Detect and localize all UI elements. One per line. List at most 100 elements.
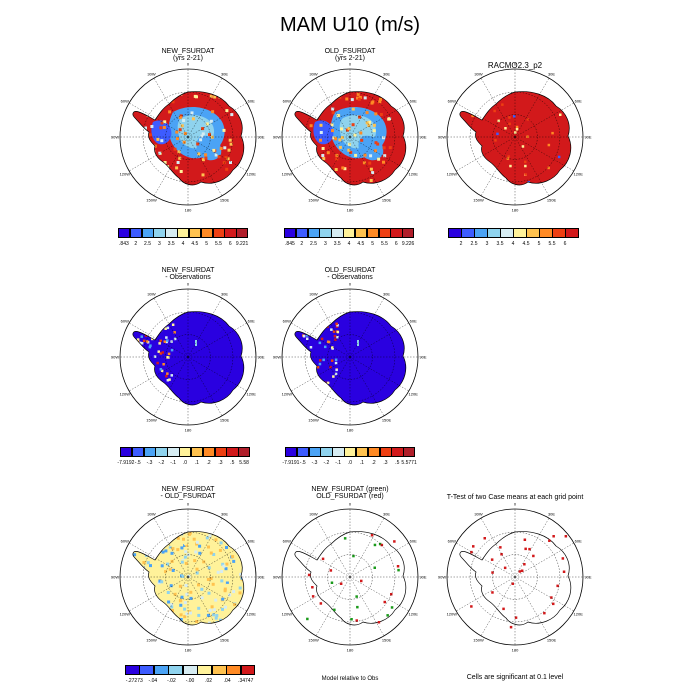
colorbar-swatch <box>153 665 169 675</box>
polar-map-svg <box>281 508 419 646</box>
grid-cell <box>161 610 165 614</box>
meridian <box>349 136 409 172</box>
colorbar-tick-label: .5 <box>395 460 400 466</box>
grid-cell <box>331 111 335 115</box>
grid-cell <box>201 546 204 550</box>
grid-cell <box>209 94 213 98</box>
colorbar-swatch <box>366 228 380 238</box>
grid-cell <box>331 346 334 349</box>
grid-cell <box>228 593 232 597</box>
grid-cell <box>149 564 152 568</box>
significant-cell <box>561 557 565 560</box>
meridian <box>187 298 223 358</box>
grid-cell <box>148 545 152 549</box>
grid-cell <box>515 128 519 131</box>
grid-cell <box>377 92 381 96</box>
grid-cell <box>313 367 317 370</box>
grid-cell <box>330 123 334 127</box>
longitude-label: 90W <box>110 574 120 580</box>
longitude-label: 30E <box>547 71 556 77</box>
significant-cell <box>470 605 473 608</box>
grid-cell <box>176 567 179 571</box>
grid-cell <box>306 354 309 357</box>
colorbar-tick-label: -.3 <box>146 460 153 466</box>
polar-map-svg <box>446 68 584 206</box>
grid-cell <box>225 167 229 171</box>
longitude-label: 60E <box>409 318 417 323</box>
meridian <box>187 102 247 138</box>
grid-cell <box>191 117 195 121</box>
panel-title-line2: - Observations <box>165 274 211 281</box>
grid-cell <box>214 616 218 620</box>
grid-cell <box>486 101 489 104</box>
meridian <box>349 518 385 578</box>
meridian <box>456 542 516 578</box>
grid-cell <box>145 625 148 628</box>
significant-cell <box>490 558 494 561</box>
significant-cell <box>523 538 527 541</box>
colorbar-swatch <box>526 228 540 238</box>
grid-cell <box>134 588 137 592</box>
grid-cell <box>347 148 351 152</box>
map-boundary <box>281 508 419 646</box>
grid-cell <box>147 158 151 161</box>
grid-cell <box>493 99 496 102</box>
grid-cell <box>197 613 201 617</box>
colorbar-swatch <box>202 447 216 457</box>
grid-cell <box>211 627 214 630</box>
grid-cell <box>471 144 474 148</box>
grid-cell <box>297 348 301 351</box>
grid-cell <box>146 580 150 584</box>
colorbar-tick-label: -.2 <box>323 460 330 466</box>
grid-cell <box>225 109 229 113</box>
longitude-label: 60E <box>247 98 255 103</box>
grid-cell <box>166 562 170 566</box>
grid-cell <box>170 551 174 555</box>
grid-cell <box>351 107 355 111</box>
meridian <box>129 356 189 392</box>
grid-cell <box>179 599 183 603</box>
grid-cell <box>313 380 317 384</box>
map-ttest: 0 30E 60E 90E 120E 150E 180 150W 120W 90W 60W 30W <box>438 502 592 653</box>
grid-cell <box>136 338 140 341</box>
grid-cell <box>161 599 165 603</box>
longitude-label: 180 <box>346 207 354 213</box>
grid-cell <box>350 98 354 102</box>
grid-cell <box>197 528 200 531</box>
significant-cell <box>306 617 309 621</box>
grid-cell <box>202 532 206 536</box>
colorbar-tick-label: 4 <box>181 241 185 247</box>
longitude-label: 150W <box>473 637 484 643</box>
grid-cell <box>193 559 197 563</box>
grid-cell <box>141 528 144 531</box>
grid-cell <box>135 528 138 531</box>
grid-cell <box>153 98 157 102</box>
colorbar-swatch <box>236 228 249 238</box>
longitude-label: 90W <box>110 354 120 360</box>
grid-cell <box>159 126 163 130</box>
grid-cell <box>496 171 499 175</box>
grid-cell <box>497 119 500 123</box>
meridian <box>315 576 351 636</box>
grid-cell <box>184 550 188 554</box>
grid-cell <box>145 340 149 343</box>
grid-cell <box>192 537 196 541</box>
grid-cell <box>224 156 228 160</box>
significant-cell <box>380 543 384 547</box>
grid-cell <box>180 546 184 550</box>
grid-cell <box>338 95 342 99</box>
meridian <box>129 576 189 612</box>
colorbar-tick-label: 5.58 <box>239 460 249 466</box>
grid-cell <box>215 614 219 617</box>
longitude-label: 30W <box>147 511 156 517</box>
grid-cell <box>346 128 349 132</box>
grid-cell <box>334 338 337 341</box>
grid-cell <box>198 544 202 548</box>
grid-cell <box>183 132 187 135</box>
grid-cell <box>298 326 301 329</box>
significant-cell <box>499 546 502 549</box>
colorbar-swatch <box>403 447 416 457</box>
meridian <box>187 576 223 636</box>
map-model-relative: 0 30E 60E 90E 120E 150E 180 150W 120W 90W 60W 30W <box>273 502 427 653</box>
grid-cell <box>302 347 306 351</box>
